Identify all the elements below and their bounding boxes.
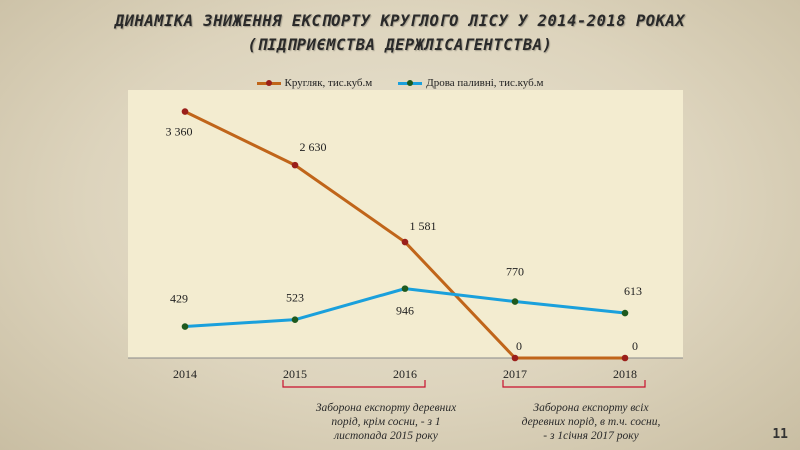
data-label-s0: 2 630 [300,140,327,154]
note-bracket-0 [282,380,426,388]
data-point-s0 [511,354,519,362]
data-point-s1 [291,316,299,323]
x-tick-label: 2017 [503,367,527,381]
slide-title: ДИНАМІКА ЗНИЖЕННЯ ЕКСПОРТУ КРУГЛОГО ЛІСУ… [114,12,686,30]
legend-swatch-drova [398,78,423,88]
data-point-s0 [401,238,409,246]
data-point-s0 [621,354,629,362]
data-label-s1: 613 [624,284,642,298]
legend-swatch-kruhliak [256,78,281,88]
page-number: 11 [772,427,788,442]
legend-label-kruhliak: Кругляк, тис.куб.м [284,77,373,89]
x-tick-label: 2015 [283,367,307,381]
legend-item-drova: Дрова паливні, тис.куб.м [398,77,543,89]
data-label-s0: 0 [632,339,638,353]
note-ban-2017: Заборона експорту всіх деревних порід, в… [521,402,661,442]
x-tick-label: 2014 [173,367,197,381]
data-label-s1: 946 [396,304,414,318]
data-label-s1: 770 [506,265,524,279]
legend-label-drova: Дрова паливні, тис.куб.м [426,77,544,89]
data-label-s1: 429 [170,292,188,306]
x-tick-label: 2016 [393,367,417,381]
chart-legend: Кругляк, тис.куб.м Дрова паливні, тис.ку… [0,77,800,89]
data-point-s0 [291,161,299,169]
plot-area [128,90,683,358]
data-point-s0 [181,108,189,115]
slide-subtitle: (ПІДПРИЄМСТВА ДЕРЖЛІСАГЕНТСТВА) [247,36,553,54]
legend-item-kruhliak: Кругляк, тис.куб.м [256,77,373,89]
data-label-s1: 523 [286,291,304,305]
note-bracket-1 [502,380,646,388]
x-tick-label: 2018 [613,367,637,381]
data-label-s0: 1 581 [410,219,437,233]
data-point-s1 [181,323,189,330]
data-point-s1 [401,285,409,292]
data-label-s0: 0 [516,339,522,353]
data-point-s1 [511,298,519,305]
data-label-s0: 3 360 [166,125,193,139]
note-ban-2015: Заборона експорту деревних порід, крім с… [315,402,457,442]
data-point-s1 [621,309,629,317]
